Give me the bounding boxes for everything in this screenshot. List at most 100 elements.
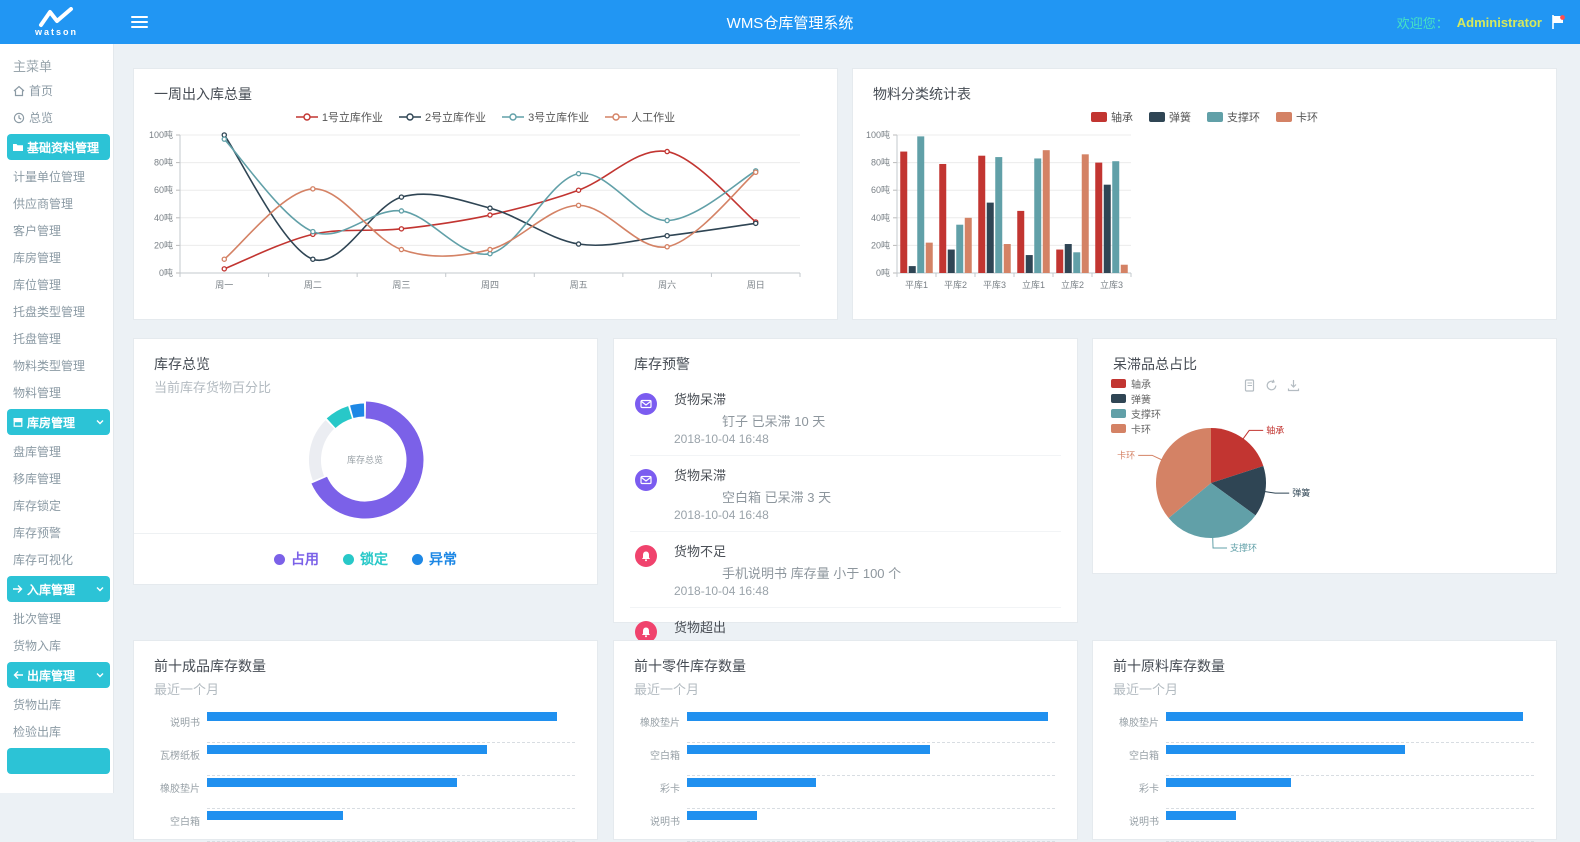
- svg-text:平库2: 平库2: [944, 279, 967, 290]
- sidebar-item-移库管理[interactable]: 移库管理: [0, 465, 113, 492]
- sidebar-item-托盘类型管理[interactable]: 托盘类型管理: [0, 298, 113, 325]
- sidebar-section-入库管理[interactable]: 入库管理: [7, 576, 110, 602]
- card-material-stats: 物料分类统计表 轴承 弹簧 支撑环 卡环 0吨 20吨 40吨 60吨 80吨 100吨 平库1 平…: [852, 68, 1557, 320]
- legend-item-锁定[interactable]: 锁定: [343, 549, 388, 569]
- svg-text:轴承: 轴承: [1266, 424, 1284, 435]
- sidebar-section-基础资料管理[interactable]: 基础资料管理: [7, 134, 110, 160]
- hbar-track: [207, 710, 575, 743]
- legend-item-支撑环[interactable]: 支撑环: [1111, 406, 1161, 421]
- data-view-icon[interactable]: [1243, 379, 1256, 397]
- svg-text:周五: 周五: [570, 280, 588, 290]
- legend-item-3号立库作业[interactable]: 3号立库作业: [502, 109, 589, 125]
- alert-title: 货物呆滞: [674, 468, 727, 483]
- hbar-bar[interactable]: [1166, 712, 1523, 721]
- legend-dot-icon: [274, 553, 285, 565]
- legend-item-卡环[interactable]: 卡环: [1111, 421, 1161, 436]
- alert-item[interactable]: 货物呆滞 空白箱 已呆滞 3 天 2018-10-04 16:48: [630, 456, 1061, 532]
- legend-item-弹簧[interactable]: 弹簧: [1149, 109, 1191, 125]
- legend-item-弹簧[interactable]: 弹簧: [1111, 391, 1161, 406]
- hbar-bar[interactable]: [1166, 811, 1236, 820]
- hbar-bar[interactable]: [687, 811, 757, 820]
- hbar-label: 橡胶垫片: [1119, 718, 1159, 729]
- legend-label: 轴承: [1111, 112, 1133, 124]
- card-top-finished: 前十成品库存数量 最近一个月 说明书 瓦楞纸板 橡胶垫片 空白箱: [133, 640, 598, 842]
- legend-item-支撑环[interactable]: 支撑环: [1207, 109, 1260, 125]
- sidebar-item-label: 库存锁定: [13, 499, 62, 513]
- legend-marker-icon: [1091, 112, 1107, 122]
- card-title: 一周出入库总量: [154, 86, 252, 102]
- sidebar-item-库存锁定[interactable]: 库存锁定: [0, 492, 113, 519]
- alert-title: 货物呆滞: [674, 392, 727, 407]
- hbar-bar[interactable]: [207, 745, 487, 754]
- hbar-row: 瓦楞纸板: [144, 743, 575, 776]
- legend-item-1号立库作业[interactable]: 1号立库作业: [295, 109, 383, 125]
- legend-item-轴承[interactable]: 轴承: [1111, 376, 1161, 391]
- sidebar-item-物料管理[interactable]: 物料管理: [0, 379, 113, 406]
- card-top-parts: 前十零件库存数量 最近一个月 橡胶垫片 空白箱 彩卡 说明书: [613, 640, 1078, 842]
- hbar-bar[interactable]: [1166, 778, 1292, 787]
- hbar-bar[interactable]: [1166, 745, 1406, 754]
- svg-text:100吨: 100吨: [149, 129, 173, 140]
- sidebar: 主菜单 首页 总览 基础资料管理 计量单位管理 供应商管理 客户管理 库房管理 库位管理 托盘类…: [0, 44, 114, 793]
- hbar-label: 彩卡: [1139, 784, 1159, 795]
- sidebar-item-货物出库[interactable]: 货物出库: [0, 691, 113, 718]
- sidebar-item-检验出库[interactable]: 检验出库: [0, 718, 113, 745]
- sidebar-item-label: 物料类型管理: [13, 359, 86, 373]
- sidebar-item-label: 客户管理: [13, 224, 62, 238]
- hbar-bar[interactable]: [207, 811, 344, 820]
- sidebar-section-库房管理[interactable]: 库房管理: [7, 409, 110, 435]
- hbar-bar[interactable]: [207, 778, 458, 787]
- legend-item-占用[interactable]: 占用: [274, 549, 319, 569]
- sidebar-item-计量单位管理[interactable]: 计量单位管理: [0, 163, 113, 190]
- sidebar-item-首页[interactable]: 首页: [0, 77, 113, 104]
- legend-item-人工作业[interactable]: 人工作业: [605, 109, 675, 125]
- sidebar-item-货物入库[interactable]: 货物入库: [0, 632, 113, 659]
- box-icon: [13, 418, 23, 427]
- sidebar-item-盘库管理[interactable]: 盘库管理: [0, 438, 113, 465]
- hbar-row: 说明书: [144, 710, 575, 743]
- sidebar-item-总览[interactable]: 总览: [0, 104, 113, 131]
- sidebar-item-批次管理[interactable]: 批次管理: [0, 605, 113, 632]
- hbar-row: 说明书: [624, 809, 1055, 842]
- legend-item-卡环[interactable]: 卡环: [1276, 109, 1318, 125]
- alert-item[interactable]: 货物不足 手机说明书 库存量 小于 100 个 2018-10-04 16:48: [630, 532, 1061, 608]
- hbar-bar[interactable]: [687, 745, 930, 754]
- sidebar-item-物料类型管理[interactable]: 物料类型管理: [0, 352, 113, 379]
- hbar-bar[interactable]: [687, 712, 1048, 721]
- svg-text:40吨: 40吨: [154, 212, 173, 223]
- card-title: 呆滞品总占比: [1113, 356, 1197, 372]
- app-logo[interactable]: watson: [0, 0, 113, 44]
- sidebar-item-客户管理[interactable]: 客户管理: [0, 217, 113, 244]
- sidebar-item-label: 总览: [29, 111, 54, 125]
- hbar-label: 橡胶垫片: [160, 784, 200, 795]
- sidebar-item-托盘管理[interactable]: 托盘管理: [0, 325, 113, 352]
- folder-icon: [13, 144, 23, 151]
- sidebar-section-出库管理[interactable]: 出库管理: [7, 662, 110, 688]
- card-subtitle: 最近一个月: [154, 682, 220, 697]
- legend-item-2号立库作业[interactable]: 2号立库作业: [398, 109, 486, 125]
- hbar-bar[interactable]: [207, 712, 557, 721]
- svg-text:立库3: 立库3: [1100, 279, 1123, 290]
- legend-item-异常[interactable]: 异常: [412, 549, 457, 569]
- hbar-row: 橡胶垫片: [1103, 710, 1534, 743]
- hbar-bar[interactable]: [687, 778, 816, 787]
- alert-item[interactable]: 货物呆滞 钉子 已呆滞 10 天 2018-10-04 16:48: [630, 380, 1061, 456]
- svg-text:80吨: 80吨: [871, 157, 890, 168]
- sidebar-item-供应商管理[interactable]: 供应商管理: [0, 190, 113, 217]
- sidebar-item-库位管理[interactable]: 库位管理: [0, 271, 113, 298]
- refresh-icon[interactable]: [1265, 379, 1278, 397]
- username[interactable]: Administrator: [1456, 14, 1542, 30]
- sidebar-item-库存预警[interactable]: 库存预警: [0, 519, 113, 546]
- sidebar-section-label: 入库管理: [27, 582, 76, 597]
- menu-toggle-icon[interactable]: [131, 16, 148, 28]
- svg-text:周二: 周二: [304, 280, 322, 290]
- sidebar-item-库存可视化[interactable]: 库存可视化: [0, 546, 113, 573]
- sidebar-item-库房管理[interactable]: 库房管理: [0, 244, 113, 271]
- sidebar-section-cutoff[interactable]: [7, 748, 110, 774]
- card-subtitle: 当前库存货物百分比: [154, 380, 272, 395]
- sidebar-item-label: 供应商管理: [13, 197, 74, 211]
- legend-item-轴承[interactable]: 轴承: [1091, 109, 1133, 125]
- card-inventory-overview: 库存总览 当前库存货物百分比 库存总览 占用 锁定 异常: [133, 338, 598, 585]
- download-icon[interactable]: [1287, 379, 1300, 397]
- flag-notification-icon[interactable]: [1550, 14, 1566, 30]
